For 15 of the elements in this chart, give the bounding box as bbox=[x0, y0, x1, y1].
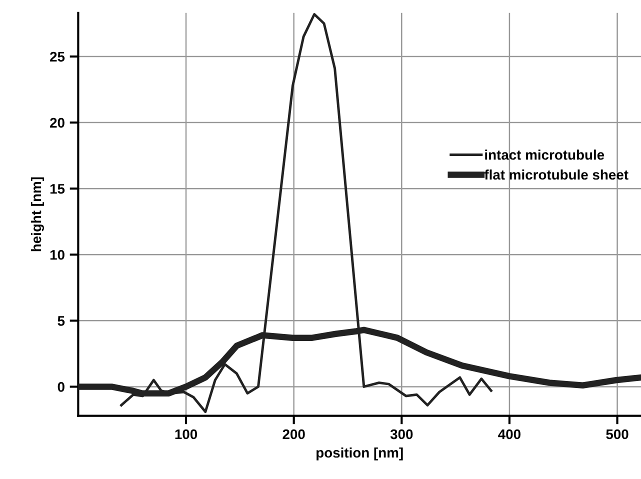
y-axis-title: height [nm] bbox=[30, 177, 44, 252]
y-tick-label: 5 bbox=[58, 316, 65, 326]
x-tick-label: 400 bbox=[498, 429, 520, 440]
x-tick-label: 500 bbox=[606, 429, 628, 440]
y-tick-label: 10 bbox=[50, 250, 64, 260]
y-tick-label: 20 bbox=[50, 118, 64, 128]
legend-label: flat microtubule sheet bbox=[484, 169, 628, 180]
y-tick-label: 0 bbox=[58, 382, 64, 392]
x-tick-label: 200 bbox=[282, 429, 305, 440]
legend-label: intact microtubule bbox=[485, 150, 604, 160]
x-axis-title: position [nm] bbox=[316, 447, 403, 460]
y-tick-label: 15 bbox=[50, 184, 65, 194]
x-tick-label: 100 bbox=[175, 429, 198, 440]
x-tick-label: 300 bbox=[390, 429, 413, 440]
y-tick-label: 25 bbox=[50, 52, 65, 62]
